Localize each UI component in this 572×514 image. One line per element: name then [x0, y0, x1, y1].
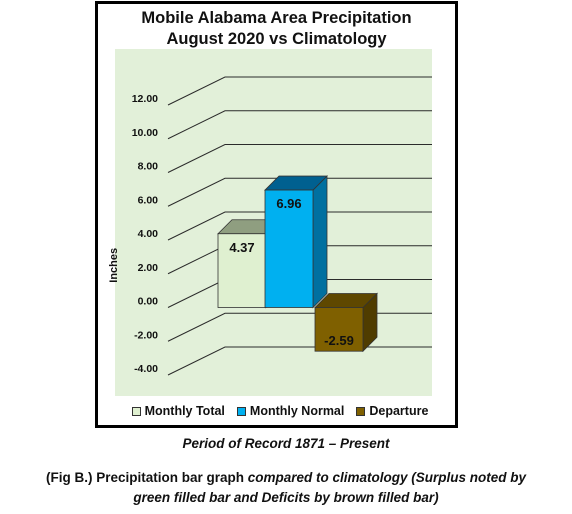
y-tick-label: 8.00: [138, 161, 159, 173]
data-label: 4.37: [229, 240, 254, 255]
data-label: 6.96: [276, 196, 301, 211]
bar: [217, 233, 267, 308]
legend-item-departure: Departure: [356, 404, 428, 418]
legend-item-normal: Monthly Normal: [236, 404, 345, 418]
figure-caption: (Fig B.) Precipitation bar graph compare…: [0, 468, 572, 508]
legend-label-normal: Monthly Normal: [249, 404, 345, 418]
bar: [314, 307, 364, 352]
y-tick-label: 2.00: [138, 262, 159, 274]
y-tick-label: 12.00: [132, 93, 158, 105]
gridline: [167, 76, 432, 106]
legend-item-total: Monthly Total: [131, 404, 225, 418]
legend-swatch-departure: [356, 406, 366, 416]
y-tick-label: 6.00: [138, 194, 159, 206]
chart-title-block: Mobile Alabama Area Precipitation August…: [95, 8, 458, 50]
data-label: -2.59: [324, 333, 354, 348]
y-tick-label: -2.00: [134, 329, 158, 341]
legend-swatch-normal: [236, 406, 246, 416]
y-tick-label: -4.00: [134, 363, 158, 375]
caption-prefix: (Fig B.) Precipitation bar graph: [45, 470, 248, 485]
chart-subtitle: August 2020 vs Climatology: [166, 30, 387, 48]
y-tick-label: 10.00: [132, 127, 158, 139]
bar-chart: 12.00 10.00 8.00 6.00 4.00 2.00 0.00 -2.00 -4.00…: [108, 49, 432, 396]
legend-label-total: Monthly Total: [144, 404, 225, 418]
gridline: [167, 110, 432, 140]
legend-swatch-total: [131, 406, 141, 416]
gridline: [167, 211, 432, 241]
caption-line2: green filled bar and Deficits by brown f…: [133, 490, 439, 505]
period-of-record: Period of Record 1871 – Present: [182, 436, 390, 451]
bar-side: [312, 175, 328, 309]
legend: Monthly Total Monthly Normal Departure: [110, 404, 450, 418]
gridline: [167, 177, 432, 207]
bar: [264, 189, 314, 308]
y-tick-label: 0.00: [138, 296, 159, 308]
legend-label-departure: Departure: [369, 404, 429, 418]
gridline: [167, 144, 432, 173]
caption-italic: compared to climatology (Surplus noted b…: [247, 470, 527, 485]
y-axis-label: Inches: [108, 248, 120, 283]
chart-title: Mobile Alabama Area Precipitation: [141, 9, 412, 27]
y-tick-label: 4.00: [138, 228, 159, 240]
